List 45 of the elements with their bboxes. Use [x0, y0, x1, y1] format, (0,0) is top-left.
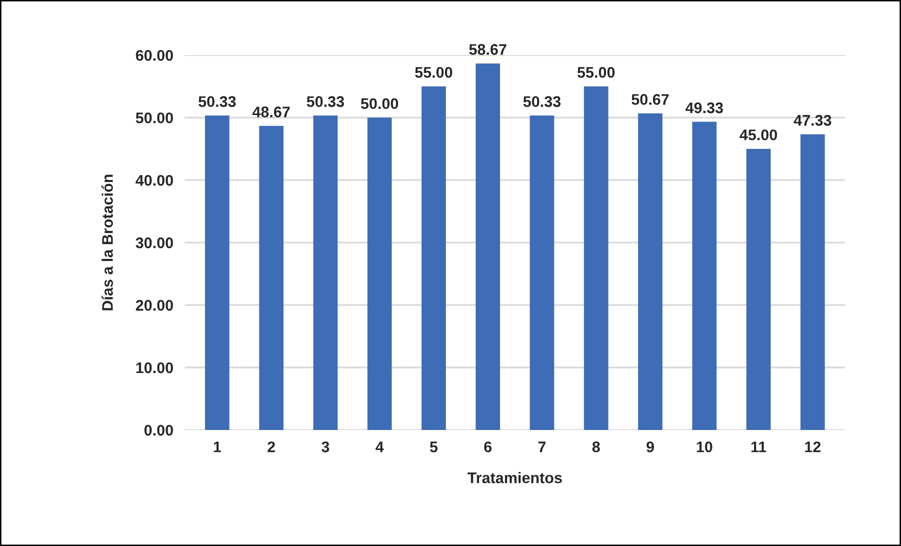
data-label: 49.33: [686, 102, 723, 114]
bar: [205, 116, 230, 430]
y-tick-label: 20.00: [136, 300, 173, 311]
x-tick-label: 7: [538, 442, 546, 452]
x-tick-label: 6: [484, 441, 492, 452]
bar: [476, 63, 500, 430]
x-tick-label: 5: [430, 442, 438, 452]
bar: [638, 113, 662, 430]
bar: [746, 148, 771, 430]
data-label: 55.00: [577, 66, 615, 78]
x-tick-label: 8: [592, 441, 600, 452]
x-tick-label: 10: [696, 441, 712, 452]
bar: [367, 118, 392, 430]
data-label: 47.33: [794, 114, 832, 126]
data-label: 45.00: [740, 129, 778, 140]
bar: [422, 86, 446, 430]
data-label: 48.67: [252, 106, 290, 118]
x-tick-label: 4: [376, 442, 384, 452]
data-label: 50.00: [360, 98, 398, 110]
bar: [259, 126, 284, 430]
y-tick-label: 0.00: [144, 424, 173, 436]
data-label: 55.00: [415, 66, 452, 78]
x-tick-label: 9: [646, 441, 654, 452]
y-tick-label: 10.00: [136, 362, 173, 374]
x-axis-title: Tratamientos: [468, 472, 562, 484]
x-tick-label: 2: [268, 441, 275, 452]
x-tick-label: 12: [805, 441, 821, 452]
bar: [800, 134, 825, 430]
x-tick-label: 11: [751, 442, 766, 452]
data-label: 58.67: [469, 44, 506, 55]
bar: [584, 86, 608, 430]
x-tick-label: 3: [322, 441, 330, 452]
data-label: 50.33: [306, 96, 344, 107]
data-label: 50.67: [632, 94, 669, 105]
bar: [313, 116, 338, 430]
y-tick-label: 60.00: [136, 50, 173, 61]
y-axis-title: Días a la Brotación: [102, 174, 113, 310]
data-label: 50.33: [198, 96, 236, 107]
y-tick-label: 40.00: [136, 174, 173, 186]
data-label: 50.33: [523, 96, 561, 107]
bar: [692, 122, 717, 430]
y-tick-label: 50.00: [136, 112, 173, 124]
y-tick-label: 30.00: [136, 237, 173, 248]
x-tick-label: 1: [214, 442, 222, 452]
bar: [530, 116, 554, 430]
